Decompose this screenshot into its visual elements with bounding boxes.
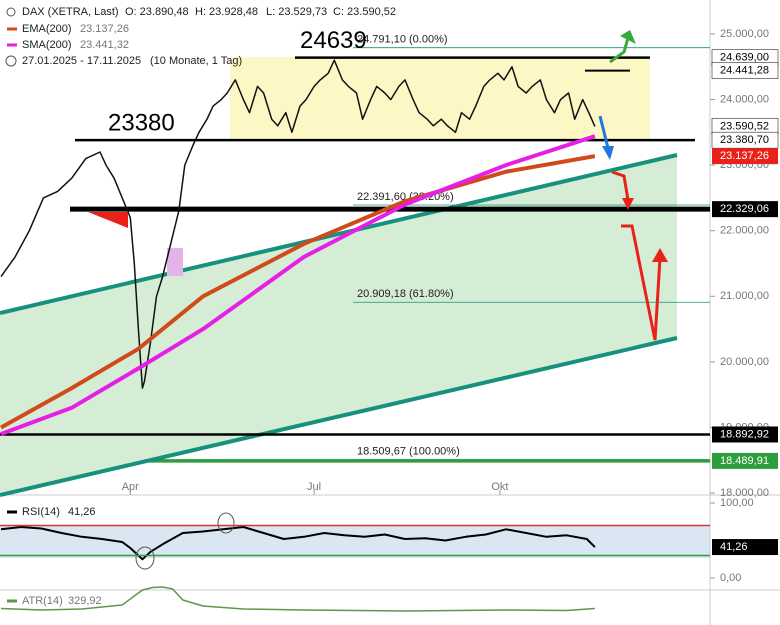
ma-line <box>0 154 596 430</box>
atr-line <box>0 586 595 612</box>
rsi-band-fill <box>0 526 710 558</box>
y-tick-label: 21.000,00 <box>720 290 769 302</box>
price-tag <box>712 426 778 443</box>
price-tag-label: 18.892,92 <box>720 428 769 440</box>
rsi-tick-label: 0,00 <box>720 572 741 584</box>
price-tag <box>712 201 778 218</box>
legend-title: DAX (XETRA, Last) <box>22 6 119 18</box>
rsi-line <box>0 526 596 561</box>
y-tick-label: 25.000,00 <box>720 28 769 40</box>
legend-value: 23.441,32 <box>80 39 129 51</box>
price-tag-label: 23.590,52 <box>720 120 769 132</box>
range-box <box>230 57 650 140</box>
annotation: 23380 <box>108 110 175 137</box>
arrow-head <box>652 248 668 262</box>
legend-label: SMA(200) <box>22 39 72 51</box>
rsi-circle <box>217 512 235 534</box>
marker-red <box>88 212 128 228</box>
legend-icon <box>6 7 16 17</box>
price-line <box>0 59 596 389</box>
price-tag-label: 18.489,91 <box>720 455 769 467</box>
rsi-tick-label: 100,00 <box>720 497 754 509</box>
fib-label: 24.791,10 (0.00%) <box>357 34 448 46</box>
price-tag-label: 23.380,70 <box>720 134 769 146</box>
header-stat: C: 23.590,52 <box>333 6 396 18</box>
x-tick-label: Okt <box>491 481 508 493</box>
price-tag-label: 22.329,06 <box>720 203 769 215</box>
atr-label: ATR(14) <box>22 595 63 607</box>
legend-value: 23.137,26 <box>80 23 129 35</box>
arrow-down-red <box>611 170 630 201</box>
price-tag-label: 24.639,00 <box>720 52 769 64</box>
arrow-head <box>622 198 634 210</box>
channel-fill <box>0 155 677 495</box>
ma-line <box>0 134 596 436</box>
rsi-tag <box>712 539 778 556</box>
channel-upper <box>0 153 678 315</box>
header-stat: H: 23.928,48 <box>195 6 258 18</box>
price-tag <box>712 148 778 165</box>
marker-box <box>167 248 183 276</box>
price-tag <box>712 452 778 469</box>
arrow-head <box>620 30 636 44</box>
channel-lower <box>0 336 678 497</box>
rsi-label: RSI(14) <box>22 506 60 518</box>
x-tick-label: Apr <box>122 481 139 493</box>
atr-value: 329,92 <box>68 595 102 607</box>
rsi-value: 41,26 <box>68 506 96 518</box>
y-tick-label: 24.000,00 <box>720 93 769 105</box>
y-tick-label: 20.000,00 <box>720 356 769 368</box>
arrow-path-red <box>621 224 662 341</box>
clock-icon <box>5 55 17 67</box>
arrow-up-green <box>609 37 630 64</box>
price-tag-label: 23.137,26 <box>720 150 769 162</box>
y-tick-label: 22.000,00 <box>720 225 769 237</box>
x-tick-label: Jul <box>307 481 321 493</box>
period-note: (10 Monate, 1 Tag) <box>150 55 242 67</box>
rsi-circle <box>135 546 155 570</box>
annotation: 24639 <box>300 27 367 54</box>
price-tag <box>711 62 779 79</box>
arrow-down-blue <box>598 115 610 149</box>
period: 27.01.2025 - 17.11.2025 <box>22 55 141 67</box>
y-tick-label: 18.000,00 <box>720 487 769 499</box>
arrow-head <box>602 146 614 160</box>
header-stat: O: 23.890,48 <box>125 6 189 18</box>
fib-label: 20.909,18 (61.80%) <box>357 288 454 300</box>
rsi-tag-label: 41,26 <box>720 541 748 553</box>
price-tag-label: 24.441,28 <box>720 65 769 77</box>
fib-label: 18.509,67 (100.00%) <box>357 446 460 458</box>
legend-label: EMA(200) <box>22 23 72 35</box>
header-stat: L: 23.529,73 <box>266 6 327 18</box>
